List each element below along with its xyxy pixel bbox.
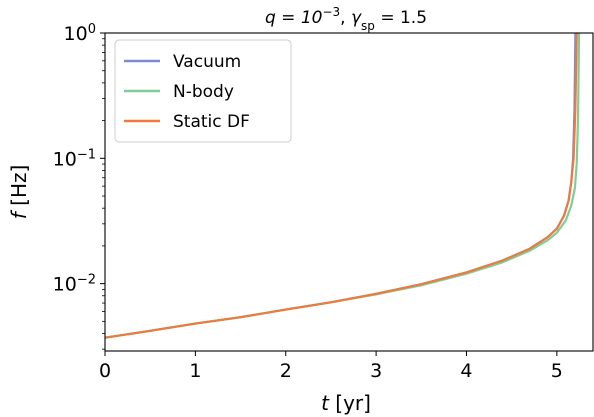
y-tick-label: 100 (64, 22, 96, 46)
title-separator: , (340, 8, 351, 28)
series-line-static-df (104, 32, 578, 339)
y-tick-label: 10−1 (53, 147, 96, 171)
legend-entry-label: N-body (173, 82, 234, 102)
legend-box (114, 39, 292, 143)
x-tick-label: 2 (280, 360, 292, 382)
x-axis-var: t (321, 391, 330, 415)
x-tick-label: 3 (370, 360, 382, 382)
y-axis-var: f (7, 209, 31, 219)
x-axis-unit: [yr] (329, 391, 371, 415)
legend-entry-label: Vacuum (173, 52, 241, 72)
x-axis-label: t [yr] (321, 391, 371, 415)
y-axis-label: f [Hz] (7, 165, 31, 220)
y-tick-label: 10−2 (53, 272, 96, 296)
x-tick-label: 5 (551, 360, 563, 382)
title-q: q = 10 (265, 8, 322, 28)
title-gamma-value: = 1.5 (375, 8, 427, 28)
plot-lines (104, 32, 581, 339)
x-tick-label: 4 (460, 360, 472, 382)
chart-title: q = 10−3, γsp = 1.5 (265, 5, 427, 33)
x-tick-label: 0 (99, 360, 111, 382)
title-q-exponent: −3 (322, 5, 340, 19)
title-gamma: γ (351, 8, 362, 28)
x-tick-label: 1 (189, 360, 201, 382)
plot-frame (104, 32, 594, 352)
legend-entry-label: Static DF (173, 112, 250, 132)
legend: Vacuum N-body Static DF (114, 39, 292, 143)
y-axis-unit: [Hz] (7, 165, 31, 213)
title-gamma-subscript: sp (361, 19, 375, 33)
